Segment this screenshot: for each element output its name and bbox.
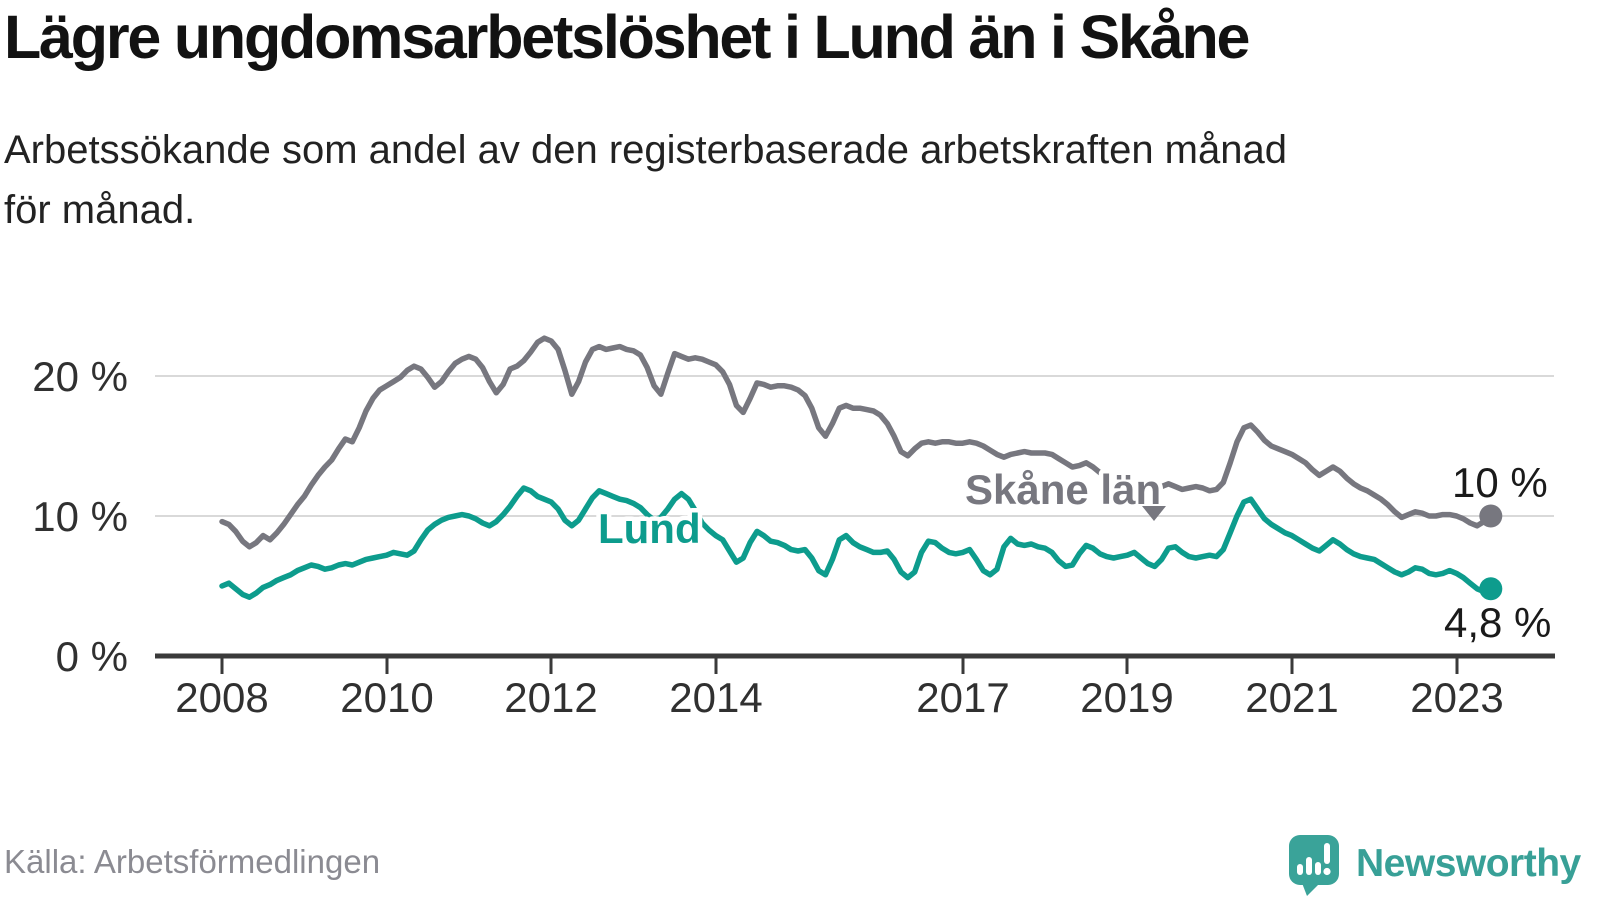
series-lines [219, 335, 1494, 600]
series-line-lund [219, 485, 1494, 600]
xtick-label-2014: 2014 [669, 674, 762, 721]
xtick-label-2023: 2023 [1410, 674, 1503, 721]
series-label-lund: Lund [598, 505, 701, 552]
xtick-label-2017: 2017 [916, 674, 1009, 721]
newsworthy-brand: Newsworthy [1288, 834, 1581, 896]
end-dot-lund [1479, 577, 1503, 601]
end-dot-skane [1479, 504, 1503, 528]
skane-label-arrow-icon [1142, 506, 1166, 521]
end-label-lund: 4,8 % [1444, 599, 1551, 646]
xtick-label-2008: 2008 [175, 674, 268, 721]
series-label-skane: Skåne län [965, 466, 1161, 513]
source-note: Källa: Arbetsförmedlingen [4, 843, 381, 880]
xtick-label-2010: 2010 [340, 674, 433, 721]
ytick-label-10: 10 % [32, 493, 128, 540]
chart-subtitle-line1: Arbetssökande som andel av den registerb… [4, 128, 1287, 172]
series-line-skane [219, 335, 1494, 550]
xtick-label-2019: 2019 [1080, 674, 1173, 721]
chart-title: Lägre ungdomsarbetslöshet i Lund än i Sk… [4, 3, 1250, 71]
chart-subtitle: Arbetssökande som andel av den registerb… [4, 120, 1584, 240]
newsworthy-logo-icon [1289, 835, 1339, 896]
xtick-label-2012: 2012 [504, 674, 597, 721]
xtick-label-2021: 2021 [1245, 674, 1338, 721]
x-axis-ticks [220, 656, 1459, 674]
newsworthy-brand-text: Newsworthy [1356, 842, 1581, 885]
end-dots [1479, 504, 1503, 601]
ytick-label-0: 0 % [56, 633, 128, 680]
ytick-label-20: 20 % [32, 353, 128, 400]
chart-subtitle-line2: för månad. [4, 188, 196, 232]
end-label-skane: 10 % [1452, 459, 1548, 506]
